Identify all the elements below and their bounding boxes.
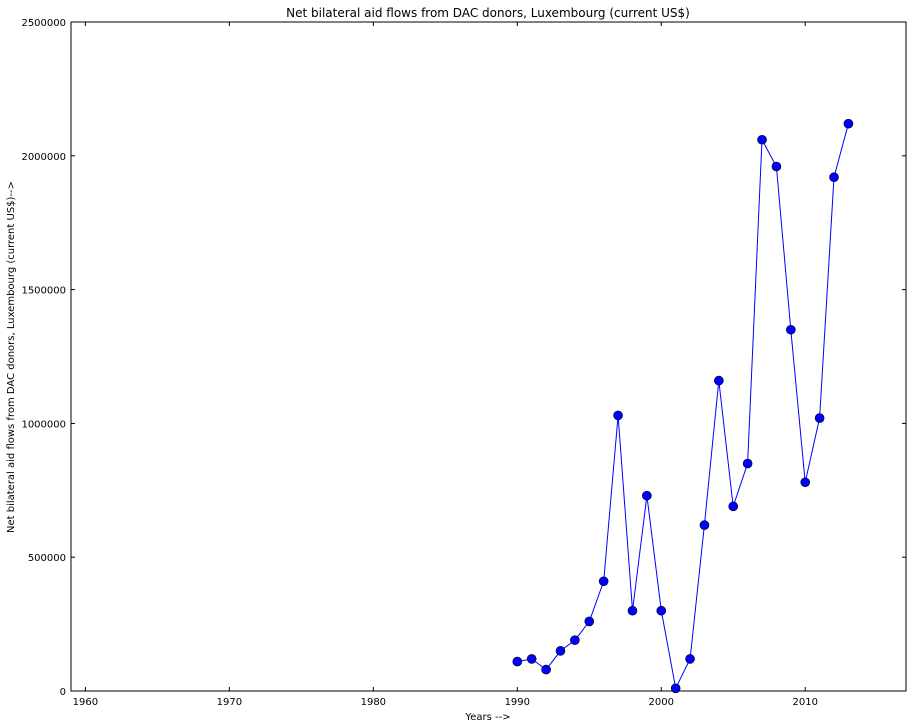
y-tick-label: 0 <box>60 687 66 698</box>
y-tick-label: 1000000 <box>21 419 66 430</box>
data-point <box>728 501 739 512</box>
y-tick-label: 2500000 <box>21 18 66 29</box>
data-point <box>814 413 825 423</box>
y-tick-label: 2000000 <box>21 152 66 163</box>
x-axis-label: Years --> <box>464 712 510 723</box>
data-point <box>512 656 523 667</box>
x-tick-label: 1990 <box>505 697 530 708</box>
data-point <box>771 161 782 172</box>
data-point <box>714 375 724 386</box>
data-point <box>685 654 695 664</box>
x-tick-label: 2010 <box>792 697 817 708</box>
data-point <box>757 134 767 145</box>
plot-frame <box>70 21 907 692</box>
chart-title: Net bilateral aid flows from DAC donors,… <box>286 6 690 20</box>
data-point <box>541 664 551 675</box>
data-point <box>699 520 710 530</box>
data-point <box>526 654 537 664</box>
data-point <box>570 635 580 645</box>
x-tick-label: 2000 <box>649 697 674 708</box>
data-point <box>829 172 839 183</box>
data-point <box>642 490 652 501</box>
data-point <box>786 324 796 335</box>
y-tick-label: 500000 <box>28 553 66 564</box>
data-point <box>742 458 753 469</box>
data-point <box>670 683 681 694</box>
x-tick-label: 1960 <box>73 697 98 708</box>
data-point <box>598 576 609 587</box>
data-point <box>555 646 566 656</box>
data-point <box>800 477 811 488</box>
y-axis-label: Net bilateral aid flows from DAC donors,… <box>6 181 17 533</box>
data-point <box>843 118 854 129</box>
data-point <box>613 410 623 421</box>
data-point <box>584 616 595 627</box>
x-tick-label: 1980 <box>361 697 386 708</box>
data-point <box>627 605 638 616</box>
y-tick-label: 1500000 <box>21 286 66 297</box>
x-tick-label: 1970 <box>217 697 242 708</box>
series-line <box>517 123 849 690</box>
data-point <box>656 605 667 616</box>
plot-area: 1960 1970 1980 1990 2000 2010 0 500000 1000000 15… <box>21 18 907 708</box>
